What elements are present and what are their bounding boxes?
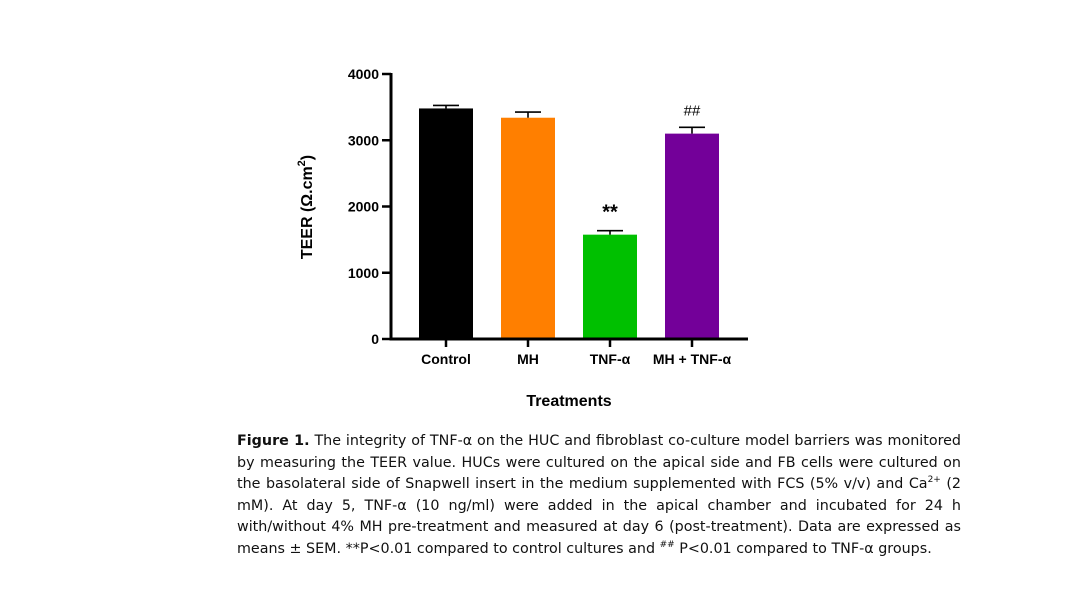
caption-text-1: The integrity of TNF-α on the HUC and fi…	[237, 433, 962, 492]
x-tick-label-0: Control	[421, 351, 471, 367]
x-tick-label-3: MH + TNF-α	[653, 351, 732, 367]
teer-bar-chart: Control MH TNF-α ** MH + TNF-α ## 0 1000 2000 300…	[296, 66, 748, 410]
caption-text-3: P<0.01 compared to TNF-α groups.	[674, 540, 932, 557]
x-tick-label-2: TNF-α	[590, 351, 631, 367]
y-tick-label-4: 4000	[348, 66, 379, 82]
y-axis-title-main: TEER (Ω.cm	[299, 166, 316, 259]
y-tick-label-1: 1000	[348, 265, 379, 281]
figure-caption: Figure 1. The integrity of TNF-α on the …	[237, 431, 961, 560]
bars-layer	[419, 104, 719, 339]
bar-1	[501, 117, 555, 339]
axes-layer	[382, 72, 748, 347]
y-axis-title-superscript: 2	[296, 160, 308, 166]
caption-text-2: (2 mM). At day 5, TNF-α (10 ng/ml) were …	[237, 476, 962, 557]
y-axis-title: TEER (Ω.cm2)	[296, 155, 316, 259]
y-axis-title-close: )	[299, 155, 316, 160]
significance-label-2: **	[602, 202, 618, 224]
bar-0	[419, 108, 473, 339]
caption-superscript-ca: 2+	[927, 475, 941, 486]
x-tick-label-1: MH	[517, 351, 539, 367]
bar-3	[665, 133, 719, 339]
significance-label-3: ##	[684, 102, 701, 119]
y-tick-label-3: 3000	[348, 132, 379, 148]
y-tick-label-2: 2000	[348, 199, 379, 215]
x-axis-title: Treatments	[526, 393, 611, 410]
figure-label: Figure 1.	[237, 433, 310, 449]
bar-2	[583, 234, 637, 339]
y-tick-label-0: 0	[371, 331, 379, 347]
caption-superscript-hash: ##	[659, 539, 675, 550]
labels-layer: Control MH TNF-α ** MH + TNF-α ## 0 1000 2000 300…	[348, 66, 732, 367]
